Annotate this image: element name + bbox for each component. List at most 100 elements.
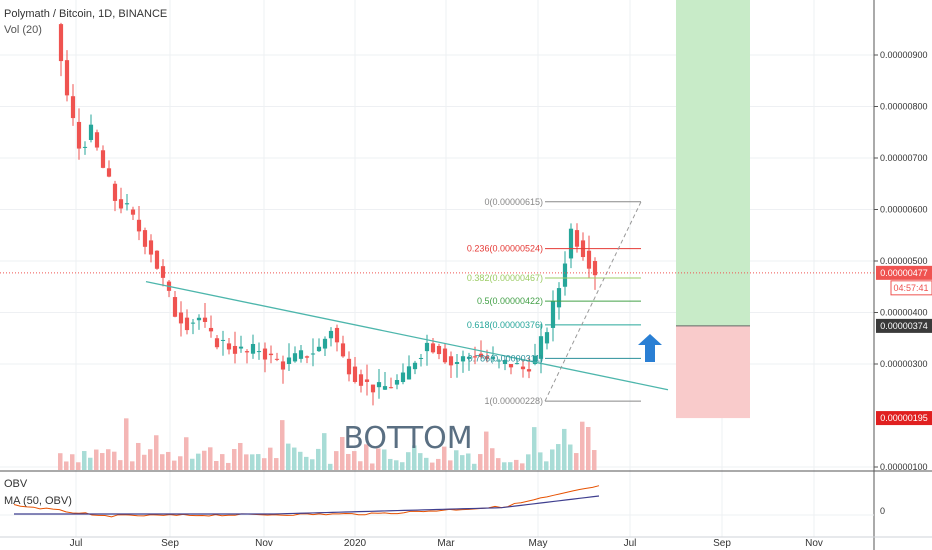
price-axis-label: 0.00000800 xyxy=(880,102,928,112)
volume-bar xyxy=(112,451,117,470)
fib-level-label: 0.786(0.00000311) xyxy=(468,353,543,363)
volume-bar xyxy=(454,450,459,470)
volume-bar xyxy=(526,454,531,470)
candle-body xyxy=(274,358,280,360)
candle-body xyxy=(190,322,196,324)
volume-bar xyxy=(568,444,573,470)
volume-bar xyxy=(376,448,381,470)
candle-body xyxy=(172,297,178,317)
candle-body xyxy=(94,132,100,148)
candle-body xyxy=(178,312,184,324)
candle-body xyxy=(268,353,274,356)
candle-body xyxy=(304,356,310,358)
volume-bar xyxy=(574,453,579,470)
candle-body xyxy=(376,382,382,388)
obv-line xyxy=(13,485,600,518)
volume-bar xyxy=(304,456,309,470)
volume-bar xyxy=(334,451,339,470)
volume-bar xyxy=(562,428,567,470)
volume-bar xyxy=(388,458,393,470)
time-axis-label: Sep xyxy=(161,538,179,549)
candle-body xyxy=(562,263,568,287)
time-axis-label: Jul xyxy=(70,538,83,549)
candle-body xyxy=(586,250,592,269)
candle-body xyxy=(460,356,466,362)
volume-bar xyxy=(364,444,369,470)
candle-body xyxy=(184,317,190,331)
volume-bar xyxy=(310,459,315,470)
current-price-tag-bg xyxy=(876,265,932,280)
candle-body xyxy=(430,343,436,353)
candle-body xyxy=(478,353,484,357)
fib-diagonal xyxy=(544,201,642,402)
volume-bar xyxy=(256,454,261,470)
obv-ma-line xyxy=(14,495,600,515)
entry-price-tag: 0.00000374 xyxy=(880,321,928,331)
obv-pane: 0 xyxy=(0,485,885,518)
volume-bar xyxy=(490,448,495,470)
volume-bar xyxy=(136,442,141,470)
volume-bar xyxy=(280,420,285,470)
candle-body xyxy=(538,336,544,359)
entry-price-tag-bg xyxy=(876,318,932,333)
price-axis-label: 0.00000100 xyxy=(880,462,928,472)
candle-body xyxy=(88,124,94,140)
candle-body xyxy=(226,343,232,350)
candle-body xyxy=(466,356,472,359)
candle-body xyxy=(592,261,598,276)
candle-body xyxy=(490,357,496,359)
volume-bar xyxy=(496,458,501,470)
volume-bar xyxy=(94,449,99,470)
volume-bar xyxy=(244,454,249,470)
volume-bar xyxy=(508,462,513,470)
volume-bar xyxy=(82,451,87,470)
time-axis-label: Jul xyxy=(624,538,637,549)
bottom-annotation: BOTTOM xyxy=(343,421,472,456)
symbol-title[interactable]: Polymath / Bitcoin, 1D, BINANCE xyxy=(4,8,168,20)
volume-bar xyxy=(340,437,345,470)
time-axis-label: Nov xyxy=(255,538,273,549)
volume-bar xyxy=(442,446,447,470)
volume-bar xyxy=(178,456,183,470)
volume-bar xyxy=(202,450,207,470)
volume-bar xyxy=(418,453,423,470)
volume-bar xyxy=(274,458,279,470)
candle-body xyxy=(214,338,220,348)
volume-bar xyxy=(196,453,201,470)
candle-body xyxy=(370,384,376,393)
volume-bar xyxy=(70,454,75,470)
volume-bar xyxy=(370,463,375,470)
candle-body xyxy=(298,350,304,359)
candle-body xyxy=(292,353,298,362)
candle-body xyxy=(424,342,430,352)
candle-body xyxy=(352,366,358,382)
candle-body xyxy=(208,327,214,332)
volume-bar xyxy=(322,433,327,470)
candle-body xyxy=(382,386,388,390)
obv-ma-label[interactable]: MA (50, OBV) xyxy=(4,495,72,507)
volume-bar xyxy=(406,452,411,470)
volume-bar xyxy=(460,455,465,470)
volume-indicator-label[interactable]: Vol (20) xyxy=(4,24,42,36)
candle-body xyxy=(442,348,448,363)
candle-body xyxy=(70,96,76,119)
price-axis-label: 0.00000400 xyxy=(880,308,928,318)
candle-body xyxy=(334,327,340,343)
candle-body xyxy=(250,343,256,354)
volume-bar xyxy=(328,463,333,470)
volume-bar xyxy=(292,447,297,470)
candle-body xyxy=(130,209,136,215)
obv-indicator-label[interactable]: OBV xyxy=(4,478,28,490)
candle-body xyxy=(154,250,160,269)
volume-bar xyxy=(556,444,561,470)
volume-bar xyxy=(352,451,357,470)
candle-body xyxy=(514,363,520,365)
candle-body xyxy=(544,332,550,344)
arrow-shape xyxy=(638,334,662,362)
candle-body xyxy=(100,150,106,168)
candle-body xyxy=(280,361,286,370)
stop-zone xyxy=(676,325,750,419)
stop-price-tag: 0.00000195 xyxy=(880,413,928,423)
price-axis-label: 0.00000500 xyxy=(880,256,928,266)
